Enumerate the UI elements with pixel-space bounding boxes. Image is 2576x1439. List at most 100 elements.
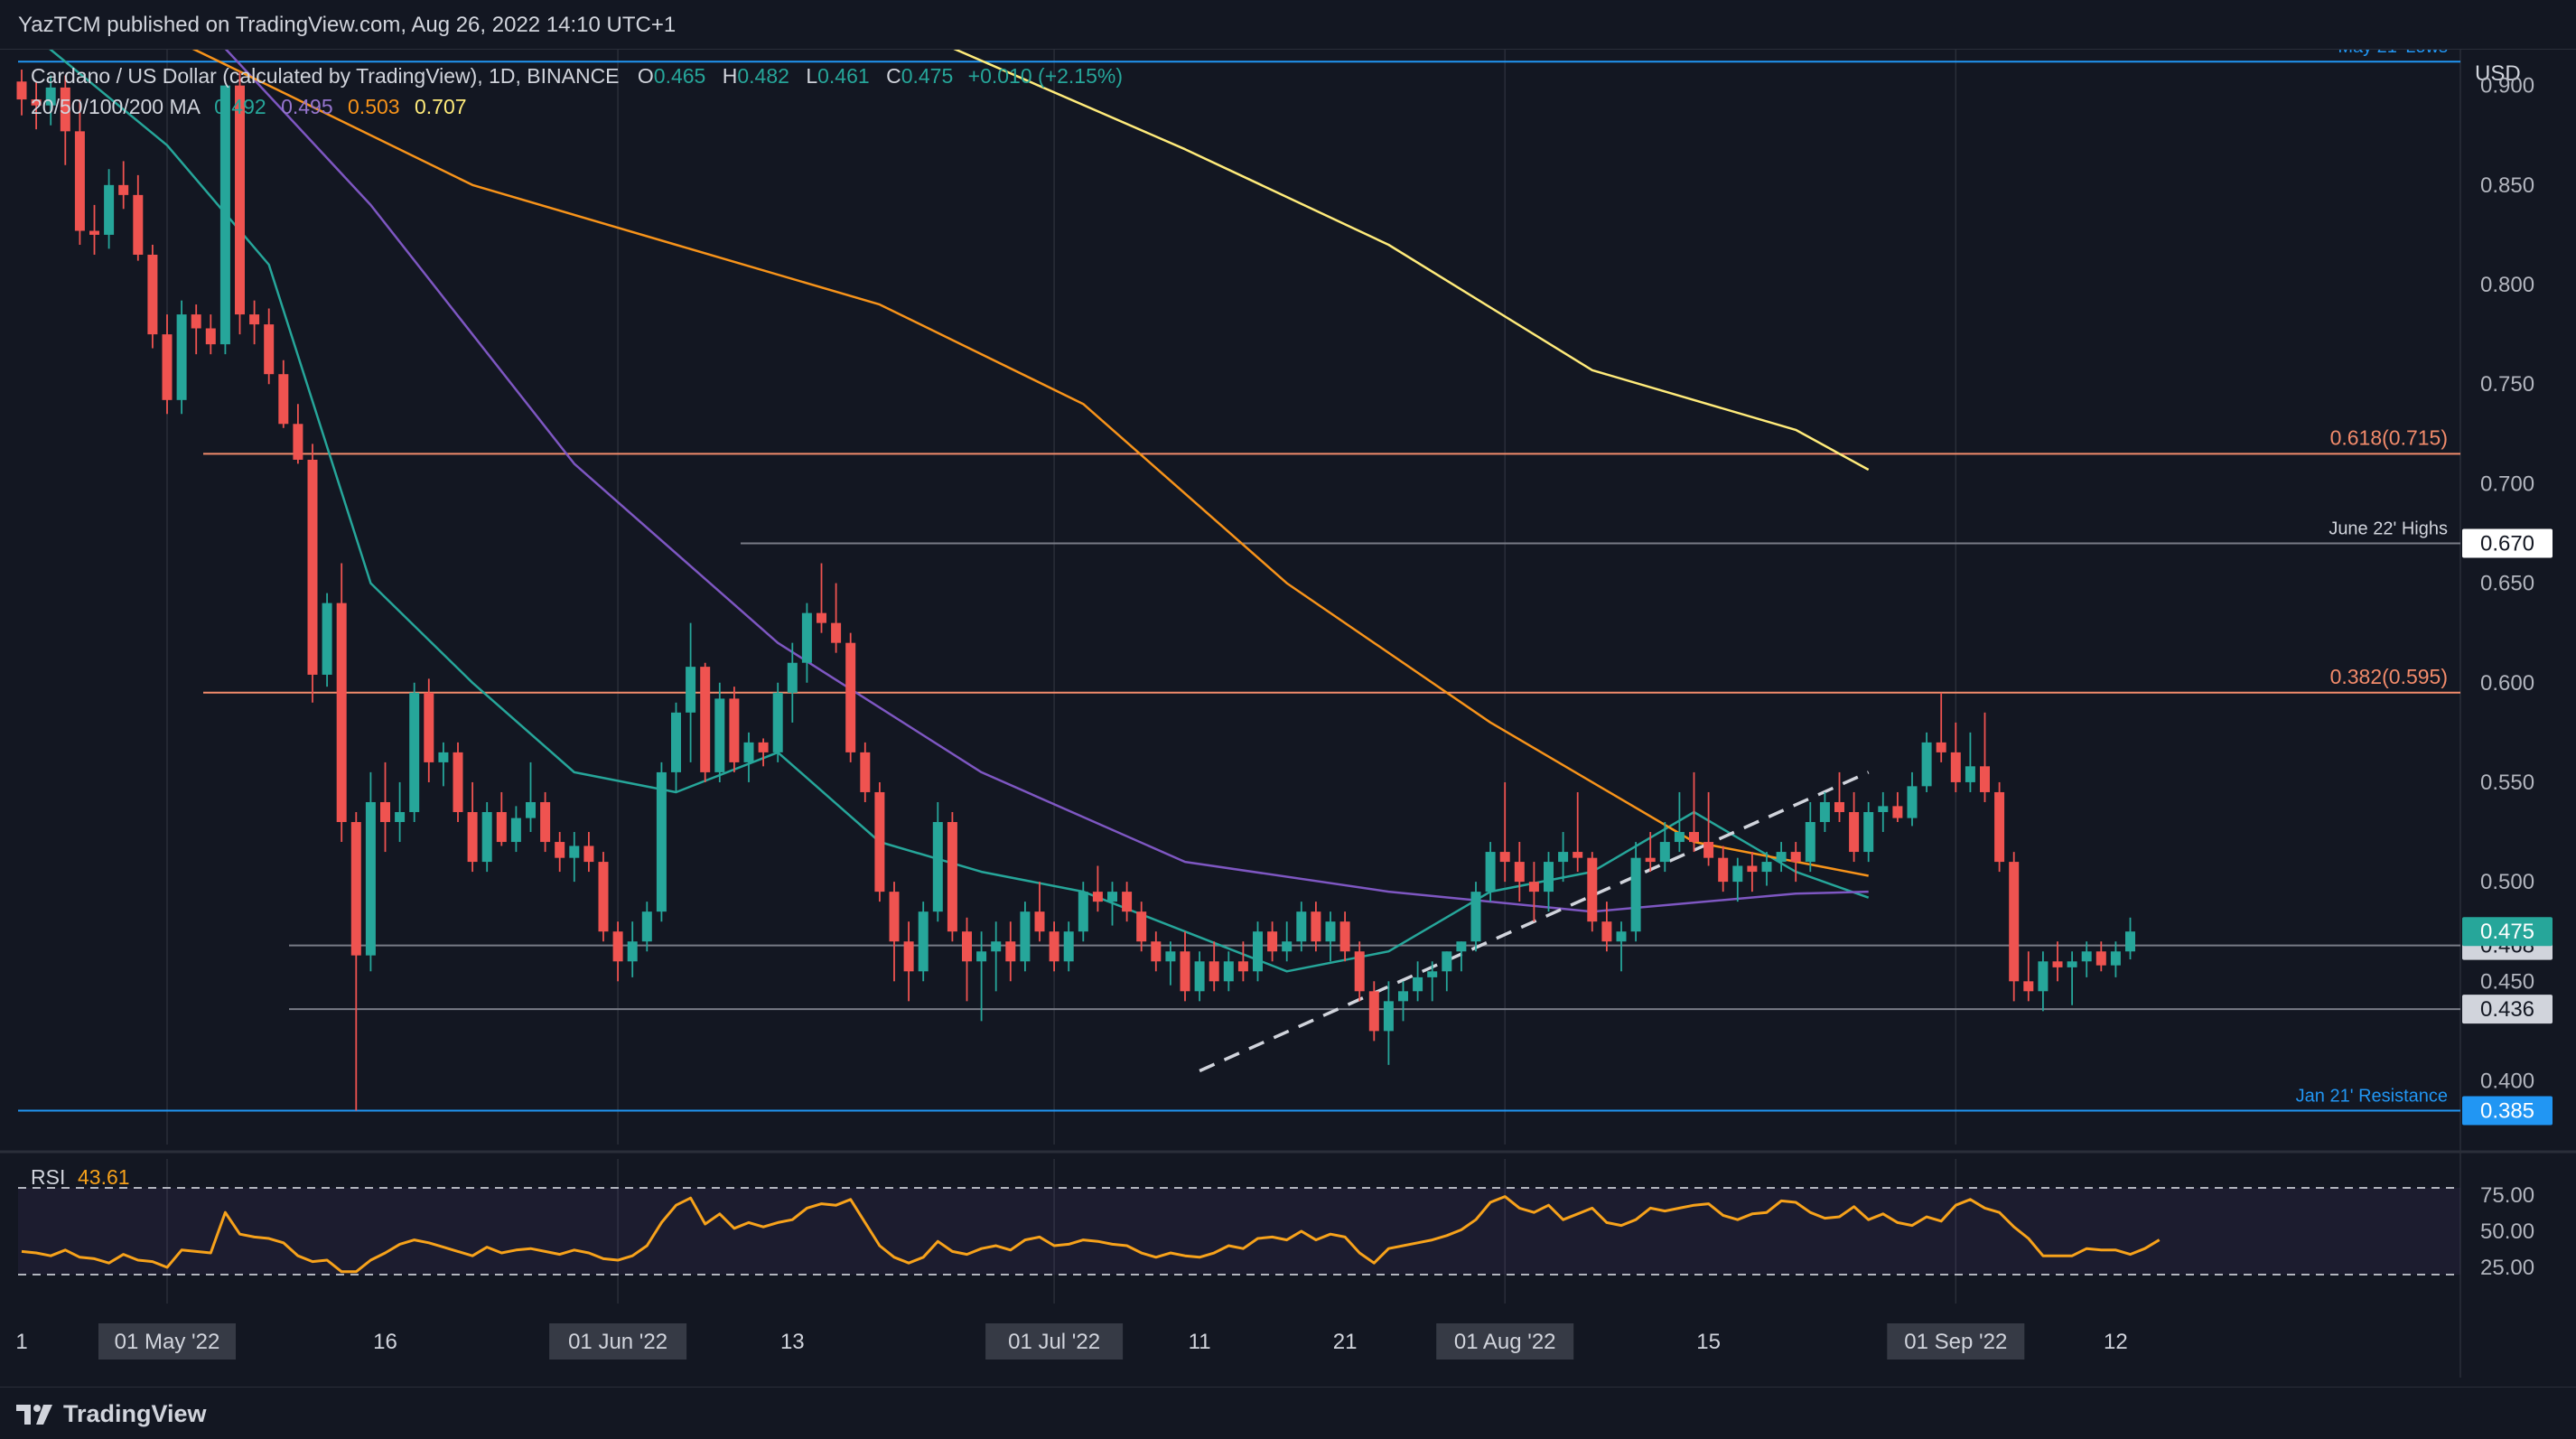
ma50-value: 0.495	[281, 95, 333, 118]
candle-body	[1659, 842, 1670, 863]
candle-body	[438, 752, 449, 762]
candle-body	[409, 692, 420, 812]
candle-body	[60, 87, 70, 132]
candle-body	[932, 822, 943, 912]
candle-body	[1514, 862, 1525, 883]
candle-body	[700, 667, 711, 772]
level-label: 0.382(0.595)	[2330, 665, 2448, 688]
candle-body	[278, 374, 289, 425]
candle-body	[1413, 976, 1423, 992]
symbol-title: Cardano / US Dollar (calculated by Tradi…	[31, 64, 620, 88]
price-tag-box	[2462, 1096, 2553, 1126]
rsi-band-background	[18, 1188, 2460, 1275]
candle-body	[656, 771, 667, 912]
candle-body	[627, 941, 638, 962]
candle-body	[467, 811, 478, 863]
close-value: 0.475	[901, 64, 954, 88]
ma-line-ma200	[937, 41, 1870, 472]
candle-body	[2095, 951, 2106, 966]
low-label: L	[806, 64, 818, 88]
candle-body	[1194, 961, 1205, 992]
price-tag-label: 0.670	[2480, 532, 2534, 556]
candle-body	[903, 941, 914, 972]
price-tick-label: 0.600	[2480, 671, 2534, 696]
price-tick-label: 0.700	[2480, 472, 2534, 496]
chart-area[interactable]: May 21' Lows 0.618(0.715) June 22' Highs 0.…	[0, 0, 2576, 1387]
candle-body	[1092, 892, 1103, 902]
candle-body	[1456, 941, 1467, 952]
ma100-value: 0.503	[348, 95, 400, 118]
candle-body	[264, 324, 275, 375]
candle-body	[1282, 941, 1293, 952]
close-label: C	[886, 64, 901, 88]
change-value: +0.010 (+2.15%)	[967, 64, 1123, 88]
rsi-label: RSI	[31, 1165, 65, 1189]
candle-body	[874, 791, 885, 892]
candle-body	[1950, 752, 1961, 782]
time-tick-label: 11	[1189, 1330, 1211, 1354]
time-label-box	[98, 1323, 236, 1360]
candle-body	[947, 822, 957, 932]
ma-legend-label: 20/50/100/200 MA	[31, 95, 200, 118]
candle-body	[307, 459, 318, 675]
last-price-tag-box	[2462, 917, 2553, 947]
candle-body	[758, 742, 769, 752]
candle-body	[1485, 852, 1496, 892]
candle-body	[991, 941, 1002, 952]
candle-body	[583, 846, 594, 863]
candle-body	[1601, 921, 1612, 942]
price-tick-label: 0.400	[2480, 1069, 2534, 1093]
candle-body	[787, 662, 798, 693]
candle-body	[1878, 806, 1889, 812]
candle-body	[1223, 961, 1234, 982]
rsi-tick-label: 25.00	[2480, 1256, 2534, 1280]
candle-body	[1980, 766, 1990, 792]
candle-body	[104, 184, 115, 235]
candle-body	[1180, 951, 1190, 992]
candle-body	[191, 314, 201, 329]
candle-body	[1630, 857, 1641, 932]
price-tag-label: 0.385	[2480, 1099, 2534, 1124]
candle-body	[16, 81, 27, 100]
ma200-value: 0.707	[414, 95, 467, 118]
candle-body	[2052, 961, 2063, 967]
candle-body	[1151, 941, 1162, 962]
candle-body	[801, 612, 812, 663]
candle-body	[729, 698, 740, 762]
candle-body	[569, 846, 580, 858]
candle-body	[31, 99, 42, 106]
candle-body	[1674, 832, 1685, 843]
candle-body	[1136, 911, 1147, 942]
time-tick-label: 13	[780, 1330, 805, 1354]
candle-body	[1689, 832, 1699, 843]
candle-body	[1921, 742, 1932, 787]
candle-body	[2009, 862, 2020, 982]
price-tick-label: 0.750	[2480, 372, 2534, 397]
time-tick-label: 12	[2104, 1330, 2128, 1354]
candle-body	[2125, 931, 2135, 952]
price-tag-label: 0.436	[2480, 997, 2534, 1022]
level-label: May 21' Lows	[2338, 50, 2448, 57]
tradingview-logo[interactable]: TradingView	[16, 1400, 207, 1428]
candle-body	[1107, 892, 1117, 902]
candle-body	[147, 254, 158, 335]
tradingview-logo-icon	[16, 1404, 52, 1425]
candle-body	[743, 742, 754, 762]
candle-body	[1761, 862, 1772, 873]
candle-body	[249, 314, 260, 325]
candle-body	[962, 931, 972, 962]
candle-body	[1383, 1001, 1394, 1032]
candle-body	[322, 603, 332, 675]
price-tag-box	[2462, 995, 2553, 1024]
candle-body	[1049, 931, 1059, 962]
candle-body	[1237, 961, 1248, 972]
candle-body	[671, 712, 681, 772]
candle-body	[831, 622, 842, 643]
low-value: 0.461	[817, 64, 870, 88]
price-chart[interactable]: May 21' Lows 0.618(0.715) June 22' Highs 0.…	[0, 0, 2576, 1387]
candle-body	[1165, 951, 1176, 962]
candle-body	[1776, 852, 1787, 863]
time-label-box	[1436, 1323, 1574, 1360]
candle-body	[1034, 911, 1045, 932]
candle-body	[1078, 892, 1088, 932]
